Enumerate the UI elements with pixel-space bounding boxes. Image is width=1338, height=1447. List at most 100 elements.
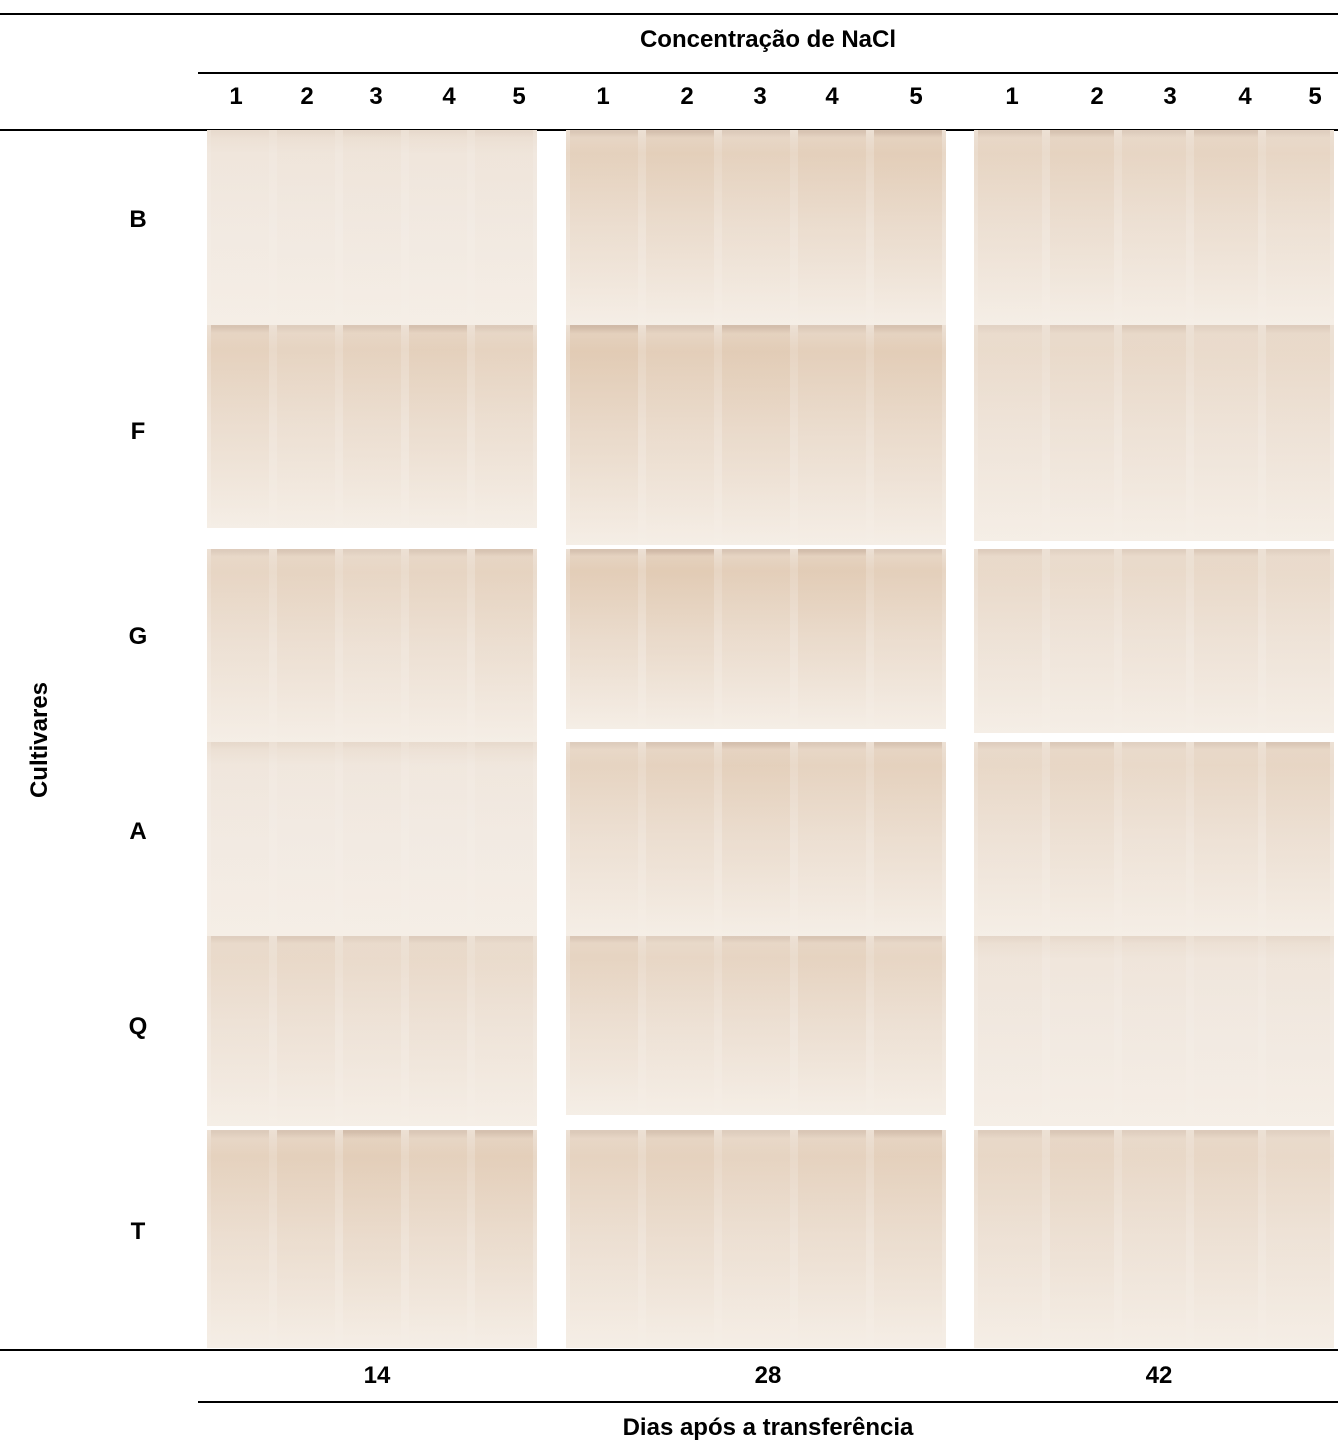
- gel-lane: [1122, 936, 1186, 1126]
- row-label: Q: [129, 1013, 148, 1041]
- gel-lane: [475, 936, 533, 1126]
- header-rule: [198, 72, 1338, 74]
- lane-number: 2: [300, 83, 313, 111]
- lane-number: 5: [512, 83, 525, 111]
- gel-lane: [874, 742, 942, 936]
- gel-lane: [1050, 549, 1114, 733]
- gel-image: [207, 549, 537, 742]
- gel-lane: [1050, 1130, 1114, 1348]
- lane-number: 3: [753, 83, 766, 111]
- footer-title: Dias após a transferência: [623, 1414, 914, 1442]
- gel-lane: [798, 1130, 866, 1348]
- gel-lane: [978, 325, 1042, 541]
- gel-lane: [1194, 130, 1258, 325]
- gel-lane: [343, 130, 401, 325]
- gel-lane: [978, 1130, 1042, 1348]
- gel-lane: [1122, 549, 1186, 733]
- gel-image: [566, 325, 946, 545]
- row-label: B: [129, 206, 146, 234]
- gel-lane: [409, 742, 467, 936]
- gel-image: [974, 130, 1334, 325]
- gel-lane: [978, 549, 1042, 733]
- lane-number: 4: [1238, 83, 1251, 111]
- gel-lane: [1266, 742, 1330, 936]
- gel-image: [566, 1130, 946, 1348]
- day-label: 28: [755, 1362, 782, 1390]
- gel-lane: [1194, 549, 1258, 733]
- lane-number: 4: [825, 83, 838, 111]
- gel-lane: [475, 325, 533, 528]
- gel-lane: [978, 936, 1042, 1126]
- top-rule: [0, 13, 1338, 15]
- gel-image: [207, 936, 537, 1126]
- gel-lane: [722, 130, 790, 325]
- gel-lane: [1050, 325, 1114, 541]
- gel-lane: [277, 325, 335, 528]
- gel-lane: [277, 742, 335, 936]
- gel-lane: [646, 936, 714, 1115]
- gel-lane: [1194, 936, 1258, 1126]
- gel-lane: [1122, 130, 1186, 325]
- gel-image: [974, 549, 1334, 733]
- gel-lane: [475, 130, 533, 325]
- gel-lane: [475, 1130, 533, 1348]
- gel-lane: [722, 742, 790, 936]
- gel-lane: [722, 1130, 790, 1348]
- gel-lane: [211, 1130, 269, 1348]
- gel-lane: [570, 936, 638, 1115]
- gel-lane: [570, 1130, 638, 1348]
- row-label: F: [131, 418, 146, 446]
- gel-lane: [874, 1130, 942, 1348]
- gel-lane: [798, 936, 866, 1115]
- lane-number: 5: [909, 83, 922, 111]
- lane-number: 1: [596, 83, 609, 111]
- gel-image: [207, 130, 537, 325]
- gel-lane: [409, 1130, 467, 1348]
- gel-lane: [570, 325, 638, 545]
- gel-lane: [570, 742, 638, 936]
- gel-lane: [211, 325, 269, 528]
- days-rule: [198, 1401, 1338, 1403]
- gel-lane: [409, 130, 467, 325]
- gel-lane: [1266, 936, 1330, 1126]
- gel-lane: [1122, 325, 1186, 541]
- gel-image: [974, 742, 1334, 936]
- gel-lane: [570, 130, 638, 325]
- gel-lane: [211, 742, 269, 936]
- bottom-rule: [0, 1349, 1338, 1351]
- row-label: T: [131, 1218, 146, 1246]
- gel-lane: [798, 549, 866, 729]
- gel-lane: [1122, 1130, 1186, 1348]
- gel-lane: [1194, 742, 1258, 936]
- gel-lane: [1050, 936, 1114, 1126]
- gel-lane: [1266, 1130, 1330, 1348]
- gel-image: [974, 325, 1334, 541]
- lane-number: 3: [369, 83, 382, 111]
- gel-image: [974, 936, 1334, 1126]
- gel-lane: [798, 325, 866, 545]
- gel-lane: [409, 549, 467, 742]
- lane-number: 2: [680, 83, 693, 111]
- gel-lane: [1122, 742, 1186, 936]
- gel-lane: [277, 130, 335, 325]
- header-title: Concentração de NaCl: [640, 26, 896, 54]
- gel-lane: [343, 936, 401, 1126]
- gel-lane: [646, 1130, 714, 1348]
- lane-number: 1: [229, 83, 242, 111]
- gel-lane: [409, 325, 467, 528]
- gel-lane: [277, 936, 335, 1126]
- gel-image: [207, 325, 537, 528]
- lane-number: 3: [1163, 83, 1176, 111]
- lane-number: 1: [1005, 83, 1018, 111]
- gel-lane: [277, 1130, 335, 1348]
- gel-lane: [1194, 1130, 1258, 1348]
- gel-lane: [722, 936, 790, 1115]
- gel-lane: [798, 130, 866, 325]
- gel-lane: [798, 742, 866, 936]
- gel-lane: [978, 742, 1042, 936]
- row-label: A: [129, 818, 146, 846]
- gel-lane: [646, 130, 714, 325]
- gel-lane: [722, 549, 790, 729]
- row-label: G: [129, 623, 148, 651]
- gel-image: [566, 936, 946, 1115]
